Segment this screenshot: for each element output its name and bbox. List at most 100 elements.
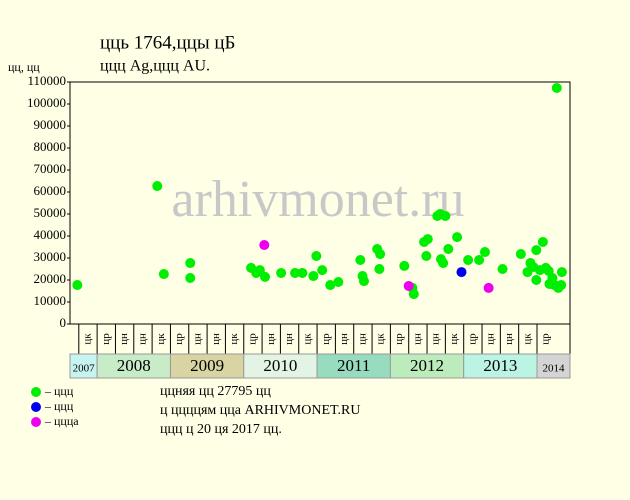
- y-tick-label: 0: [60, 315, 67, 330]
- data-point: [452, 232, 463, 243]
- data-point: [531, 245, 542, 256]
- data-point: [443, 243, 454, 254]
- x-tick-label: цн: [118, 333, 130, 345]
- x-tick-label: цн: [191, 333, 203, 345]
- x-tick-label: цн: [430, 333, 442, 345]
- note: ццц ц 20 ця 2017 цц.: [160, 422, 282, 437]
- x-tick-label: цн: [338, 333, 350, 345]
- data-point: [422, 234, 433, 245]
- year-band: [463, 353, 538, 379]
- data-point: [185, 273, 196, 284]
- y-tick-label: 60000: [34, 183, 67, 198]
- y-tick-label: 90000: [34, 117, 67, 132]
- x-tick-label: цр: [320, 333, 332, 345]
- data-point: [254, 265, 265, 276]
- x-tick-label: цк: [301, 333, 313, 345]
- y-tick-label: 100000: [27, 95, 66, 110]
- y-axis-label: цц, цц: [8, 60, 40, 74]
- watermark: arhivmonet.ru: [171, 171, 464, 228]
- legend-marker: [31, 387, 41, 397]
- data-point: [311, 251, 322, 262]
- data-point: [456, 267, 467, 278]
- data-point: [297, 267, 308, 278]
- x-tick-label: цр: [466, 333, 478, 345]
- year-label: 2010: [263, 356, 297, 375]
- x-tick-label: цр: [540, 333, 552, 345]
- legend-label: – ццц: [44, 384, 74, 398]
- data-point: [463, 254, 474, 265]
- x-tick-label: цн: [485, 333, 497, 345]
- chart-subtitle: ццц Ag,ццц AU.: [100, 58, 210, 75]
- x-tick-label: цк: [521, 333, 533, 345]
- data-point: [438, 258, 449, 269]
- y-tick-label: 30000: [34, 249, 67, 264]
- chart-title: цць 1764,ццы цБ: [100, 32, 235, 53]
- data-point: [276, 267, 287, 278]
- data-point: [556, 280, 567, 291]
- y-tick-label: 70000: [34, 161, 67, 176]
- x-tick-label: цр: [173, 333, 185, 345]
- year-band: [169, 353, 245, 379]
- data-point: [259, 240, 270, 251]
- year-label: 2014: [543, 363, 566, 375]
- data-point: [537, 236, 548, 247]
- year-label: 2007: [73, 363, 96, 375]
- data-point: [308, 271, 319, 282]
- data-point: [399, 260, 410, 271]
- x-tick-label: цр: [100, 333, 112, 345]
- x-tick-label: цк: [155, 333, 167, 345]
- x-tick-label: цн: [283, 333, 295, 345]
- data-point: [358, 276, 369, 287]
- y-tick-label: 80000: [34, 139, 67, 154]
- note: ц ццццям цца ARHIVMONET.RU: [160, 403, 360, 418]
- year-label: 2009: [190, 356, 224, 375]
- note: ццняя цц 27795 цц: [160, 384, 271, 399]
- x-tick-label: цк: [448, 333, 460, 345]
- data-point: [421, 251, 432, 262]
- y-tick-label: 10000: [34, 293, 67, 308]
- data-point: [290, 267, 301, 278]
- data-point: [515, 249, 526, 260]
- data-point: [355, 254, 366, 265]
- y-tick-label: 40000: [34, 227, 67, 242]
- data-point: [479, 247, 490, 258]
- data-point: [333, 276, 344, 287]
- year-band: [389, 353, 465, 379]
- x-tick-label: цн: [503, 333, 515, 345]
- x-tick-label: цр: [393, 333, 405, 345]
- year-label: 2008: [117, 356, 151, 375]
- data-point: [483, 282, 494, 293]
- y-tick-label: 20000: [34, 271, 67, 286]
- data-point: [474, 254, 485, 265]
- x-tick-label: цн: [136, 333, 148, 345]
- data-point: [551, 82, 562, 93]
- data-point: [72, 280, 83, 291]
- data-point: [374, 264, 385, 274]
- data-point: [158, 269, 169, 280]
- year-label: 2012: [410, 356, 444, 375]
- x-tick-label: цн: [411, 333, 423, 345]
- year-band: [243, 353, 318, 379]
- x-tick-label: цк: [81, 333, 93, 345]
- y-tick-label: 110000: [27, 73, 66, 88]
- data-point: [375, 249, 386, 260]
- data-point: [325, 280, 336, 291]
- x-tick-label: цк: [375, 333, 387, 345]
- x-tick-label: цр: [246, 333, 258, 345]
- year-label: 2013: [483, 356, 517, 375]
- legend-marker: [31, 402, 41, 412]
- y-tick-label: 50000: [34, 205, 67, 220]
- data-point: [260, 271, 271, 282]
- year-band: [96, 353, 171, 379]
- data-point: [317, 265, 328, 276]
- data-point: [440, 210, 451, 221]
- legend-label: – цццa: [44, 414, 79, 428]
- data-point: [531, 275, 542, 285]
- year-band: [536, 353, 571, 379]
- data-point: [556, 267, 567, 278]
- data-point: [403, 280, 414, 291]
- data-point: [408, 289, 419, 300]
- data-point: [185, 258, 196, 269]
- x-tick-label: цн: [356, 333, 368, 345]
